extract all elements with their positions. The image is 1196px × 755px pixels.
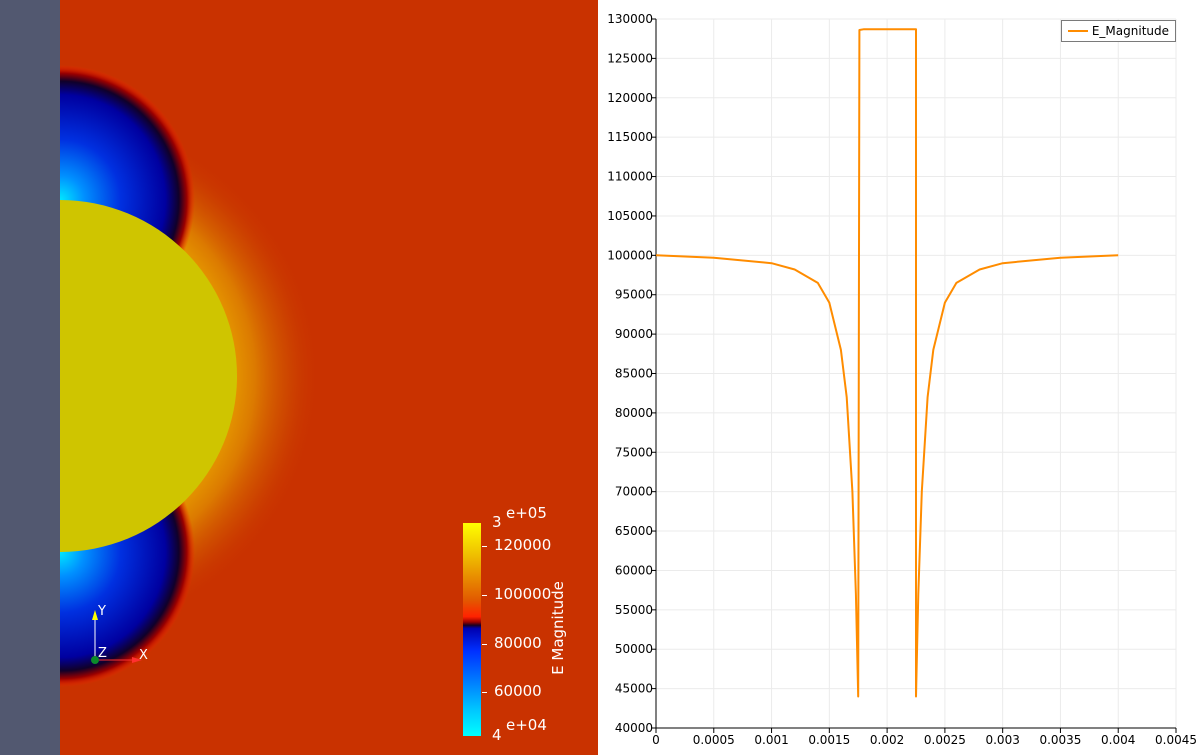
y-tick-label: 45000: [615, 682, 653, 696]
dielectric-sphere: [60, 200, 237, 552]
y-tick-label: 125000: [607, 51, 653, 65]
y-tick-label: 60000: [615, 563, 653, 577]
x-tick-label: 0.002: [870, 733, 904, 747]
colorbar-label: 60000: [494, 682, 542, 700]
legend-swatch: [1067, 30, 1088, 32]
view-divider[interactable]: [598, 0, 600, 755]
x-tick-label: 0: [652, 733, 660, 747]
x-tick-label: 0.0045: [1155, 733, 1196, 747]
x-tick-label: 0.0015: [808, 733, 850, 747]
x-tick-label: 0.0005: [693, 733, 735, 747]
x-tick-label: 0.003: [985, 733, 1019, 747]
chart-legend: E_Magnitude: [1060, 20, 1176, 42]
y-tick-label: 75000: [615, 445, 653, 459]
y-tick-label: 100000: [607, 248, 653, 262]
colorbar-tick: [482, 546, 487, 547]
x-tick-label: 0.0035: [1039, 733, 1081, 747]
z-axis-dot-icon: [91, 656, 99, 664]
orientation-axes: Y X Z: [84, 598, 164, 678]
y-tick-label: 80000: [615, 406, 653, 420]
x-axis-arrow-icon: [132, 657, 142, 663]
x-tick-label: 0.0025: [924, 733, 966, 747]
y-tick-label: 115000: [607, 130, 653, 144]
y-tick-label: 95000: [615, 288, 653, 302]
colorbar-label: 100000: [494, 585, 552, 603]
colorbar-bottom-exponent: e+04: [506, 716, 547, 734]
line-chart-view[interactable]: 40000 45000 50000 55000 60000 65000 70000 75000…: [600, 0, 1196, 755]
colorbar[interactable]: [463, 523, 481, 736]
x-tick-label: 0.001: [754, 733, 788, 747]
x-axis-label: X: [139, 648, 148, 663]
y-tick-label: 105000: [607, 209, 653, 223]
y-tick-label: 120000: [607, 91, 653, 105]
y-axis-arrow-icon: [92, 610, 98, 620]
colorbar-tick: [482, 595, 487, 596]
side-panel: [0, 0, 60, 755]
y-tick-label: 130000: [607, 12, 653, 26]
line-chart: 40000 45000 50000 55000 60000 65000 70000 75000…: [607, 12, 1196, 747]
colorbar-tick: [482, 692, 487, 693]
y-tick-label: 40000: [615, 721, 653, 735]
y-tick-label: 85000: [615, 367, 653, 381]
colorbar-label: 80000: [494, 634, 542, 652]
render-view[interactable]: Y X Z 3 e+05 120000 100000 80000 60000 4…: [0, 0, 598, 755]
colorbar-top-prefix: 3: [492, 513, 502, 531]
colorbar-top-exponent: e+05: [506, 504, 547, 522]
colorbar-bottom-prefix: 4: [492, 726, 502, 744]
y-tick-label: 70000: [615, 485, 653, 499]
colorbar-label: 120000: [494, 536, 552, 554]
colorbar-title: E Magnitude: [549, 581, 567, 675]
y-axis-label: Y: [98, 604, 106, 619]
legend-label: E_Magnitude: [1091, 24, 1169, 38]
y-tick-label: 90000: [615, 327, 653, 341]
y-tick-label: 110000: [607, 170, 653, 184]
colorbar-tick: [482, 644, 487, 645]
y-tick-label: 55000: [615, 603, 653, 617]
series-line-e-magnitude: [655, 28, 1119, 698]
y-tick-label: 65000: [615, 524, 653, 538]
y-tick-label: 50000: [615, 642, 653, 656]
field-render: [0, 0, 320, 755]
x-tick-label: 0.004: [1101, 733, 1135, 747]
z-axis-label: Z: [98, 646, 107, 661]
